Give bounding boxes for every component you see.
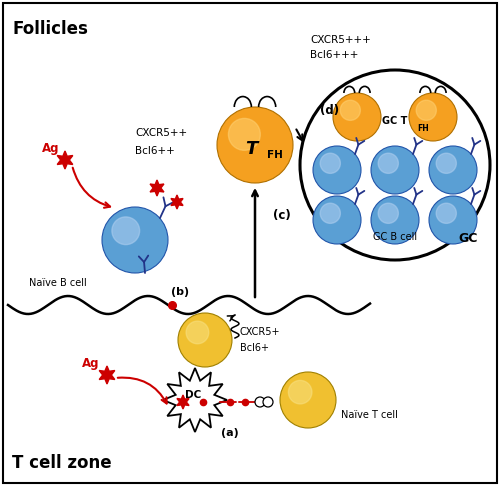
Circle shape: [436, 203, 456, 224]
Polygon shape: [163, 368, 227, 432]
Text: CXCR5++: CXCR5++: [135, 128, 187, 138]
Circle shape: [186, 321, 209, 344]
Circle shape: [228, 119, 260, 150]
Circle shape: [429, 196, 477, 244]
Text: FH: FH: [417, 123, 429, 133]
Circle shape: [371, 146, 419, 194]
Circle shape: [378, 153, 398, 174]
Circle shape: [300, 70, 490, 260]
Circle shape: [102, 207, 168, 273]
Circle shape: [255, 397, 265, 407]
Circle shape: [333, 93, 381, 141]
Text: FH: FH: [267, 150, 283, 160]
Circle shape: [288, 381, 312, 404]
Text: (b): (b): [171, 287, 189, 297]
Text: DC: DC: [185, 390, 201, 400]
Text: Naïve B cell: Naïve B cell: [29, 278, 87, 288]
Text: CXCR5+++: CXCR5+++: [310, 35, 371, 45]
Text: GC B cell: GC B cell: [373, 232, 417, 242]
Text: Naïve T cell: Naïve T cell: [341, 410, 398, 420]
Polygon shape: [177, 395, 189, 409]
Text: GC: GC: [458, 232, 478, 245]
Circle shape: [429, 146, 477, 194]
Polygon shape: [150, 180, 164, 196]
Circle shape: [320, 153, 340, 174]
Text: (d): (d): [320, 104, 339, 117]
Polygon shape: [57, 151, 73, 169]
Text: Bcl6++: Bcl6++: [135, 146, 175, 156]
Text: Follicles: Follicles: [12, 20, 88, 38]
Circle shape: [409, 93, 457, 141]
Circle shape: [320, 203, 340, 224]
Circle shape: [340, 100, 360, 121]
Text: Ag: Ag: [82, 357, 100, 369]
Text: CXCR5+: CXCR5+: [240, 327, 281, 337]
Polygon shape: [99, 366, 115, 384]
Circle shape: [280, 372, 336, 428]
Circle shape: [178, 313, 232, 367]
Polygon shape: [171, 195, 183, 209]
Text: (a): (a): [221, 428, 239, 438]
Circle shape: [217, 107, 293, 183]
Circle shape: [416, 100, 436, 121]
Circle shape: [378, 203, 398, 224]
Text: Bcl6+: Bcl6+: [240, 343, 269, 353]
Circle shape: [313, 146, 361, 194]
Circle shape: [263, 397, 273, 407]
Text: T: T: [245, 140, 257, 158]
Text: GC T: GC T: [382, 116, 407, 126]
Circle shape: [112, 217, 140, 244]
Circle shape: [436, 153, 456, 174]
Text: Ag: Ag: [42, 141, 60, 155]
Text: Bcl6+++: Bcl6+++: [310, 50, 358, 60]
Circle shape: [371, 196, 419, 244]
Text: T cell zone: T cell zone: [12, 454, 112, 472]
Circle shape: [313, 196, 361, 244]
Text: (c): (c): [273, 208, 291, 222]
